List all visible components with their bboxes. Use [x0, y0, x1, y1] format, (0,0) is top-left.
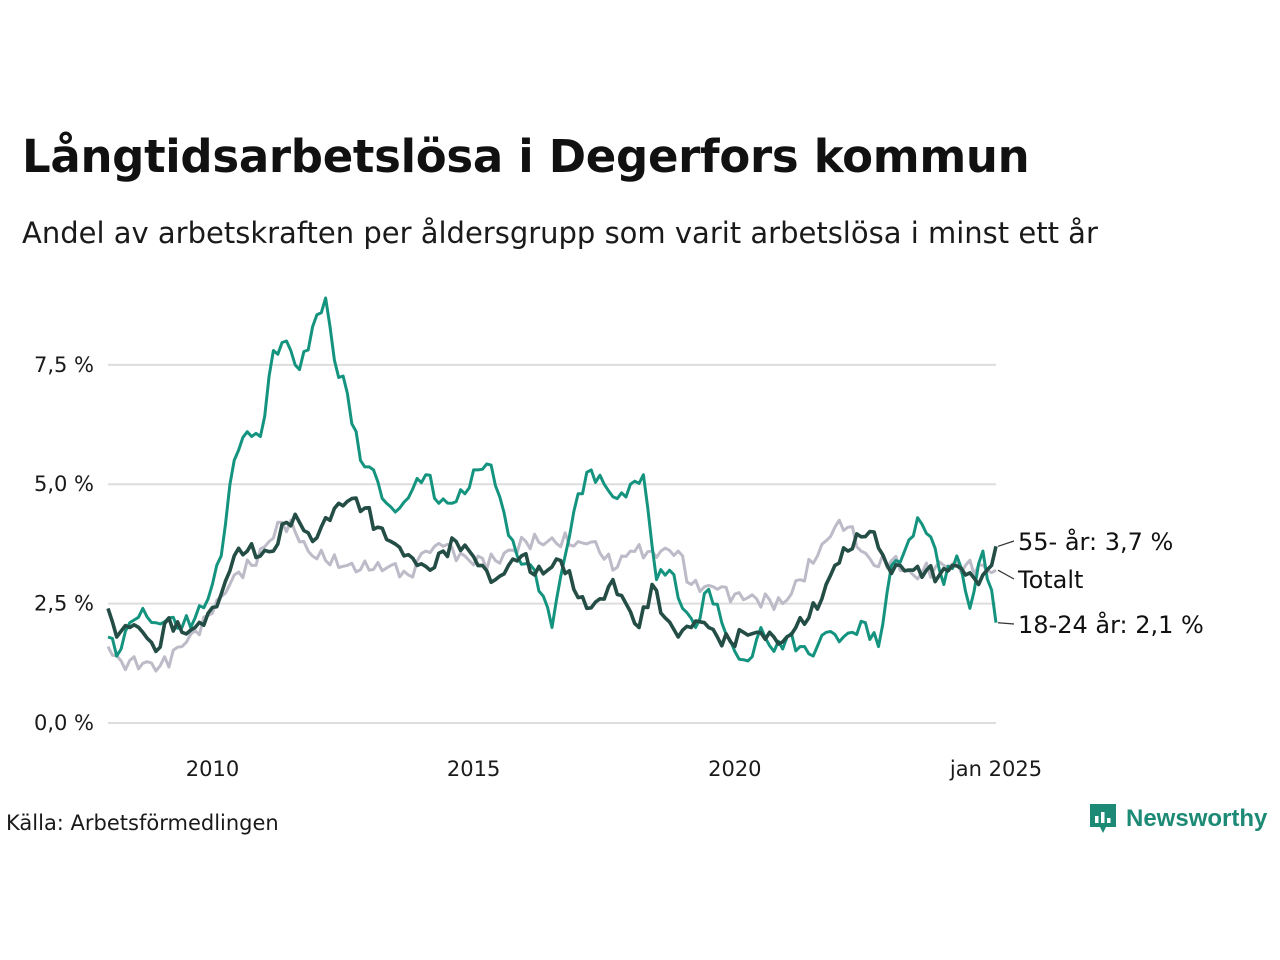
gridlines	[108, 363, 996, 724]
x-tick-label: 2015	[447, 757, 500, 781]
x-tick-label: jan 2025	[949, 757, 1042, 781]
series-line-total	[106, 518, 997, 673]
y-axis-tick-labels: 0,0 % 2,5 % 5,0 % 7,5 %	[34, 353, 94, 735]
brand-name: Newsworthy	[1126, 805, 1268, 832]
y-tick-label: 0,0 %	[34, 711, 94, 735]
chart-title: Långtidsarbetslösa i Degerfors kommun	[22, 130, 1030, 183]
end-label-total: Totalt	[1017, 566, 1083, 594]
end-label-youth: 18-24 år: 2,1 %	[1018, 610, 1204, 639]
chart-subtitle: Andel av arbetskraften per åldersgrupp s…	[22, 216, 1098, 250]
source-note: Källa: Arbetsförmedlingen	[6, 811, 279, 835]
end-label-senior: 55- år: 3,7 %	[1018, 527, 1173, 556]
brand-logo: Newsworthy	[1088, 802, 1267, 836]
x-tick-label: 2010	[186, 757, 239, 781]
x-axis-tick-labels: 2010 2015 2020 jan 2025	[186, 757, 1042, 781]
x-tick-label: 2020	[708, 757, 761, 781]
newsworthy-logo-icon	[1090, 804, 1116, 833]
series-line-youth	[107, 296, 998, 663]
series-line-senior	[106, 496, 998, 654]
end-label-leader	[997, 569, 1015, 580]
y-tick-label: 7,5 %	[34, 353, 94, 377]
y-tick-label: 5,0 %	[34, 472, 94, 496]
end-label-leader	[997, 622, 1015, 625]
y-tick-label: 2,5 %	[34, 592, 94, 616]
series-lines	[106, 296, 998, 673]
end-label-leader	[997, 540, 1015, 547]
end-labels: 55- år: 3,7 % Totalt 18-24 år: 2,1 %	[997, 527, 1204, 639]
